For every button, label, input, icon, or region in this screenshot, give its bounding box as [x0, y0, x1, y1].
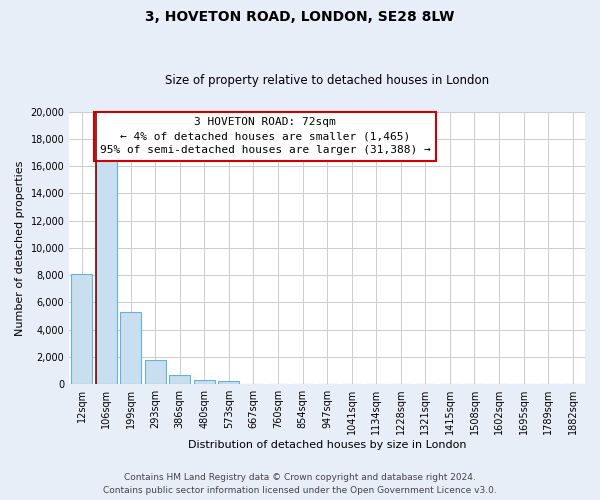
Title: Size of property relative to detached houses in London: Size of property relative to detached ho… [165, 74, 489, 87]
Y-axis label: Number of detached properties: Number of detached properties [15, 160, 25, 336]
Bar [169, 375, 190, 384]
Bar [194, 380, 215, 384]
Bar [95, 160, 116, 384]
X-axis label: Distribution of detached houses by size in London: Distribution of detached houses by size … [188, 440, 466, 450]
Bar [218, 382, 239, 384]
Bar [145, 360, 166, 384]
Bar [120, 312, 141, 384]
Text: Contains HM Land Registry data © Crown copyright and database right 2024.
Contai: Contains HM Land Registry data © Crown c… [103, 473, 497, 495]
Text: 3, HOVETON ROAD, LONDON, SE28 8LW: 3, HOVETON ROAD, LONDON, SE28 8LW [145, 10, 455, 24]
Text: 3 HOVETON ROAD: 72sqm
← 4% of detached houses are smaller (1,465)
95% of semi-de: 3 HOVETON ROAD: 72sqm ← 4% of detached h… [100, 117, 431, 155]
Bar [71, 274, 92, 384]
